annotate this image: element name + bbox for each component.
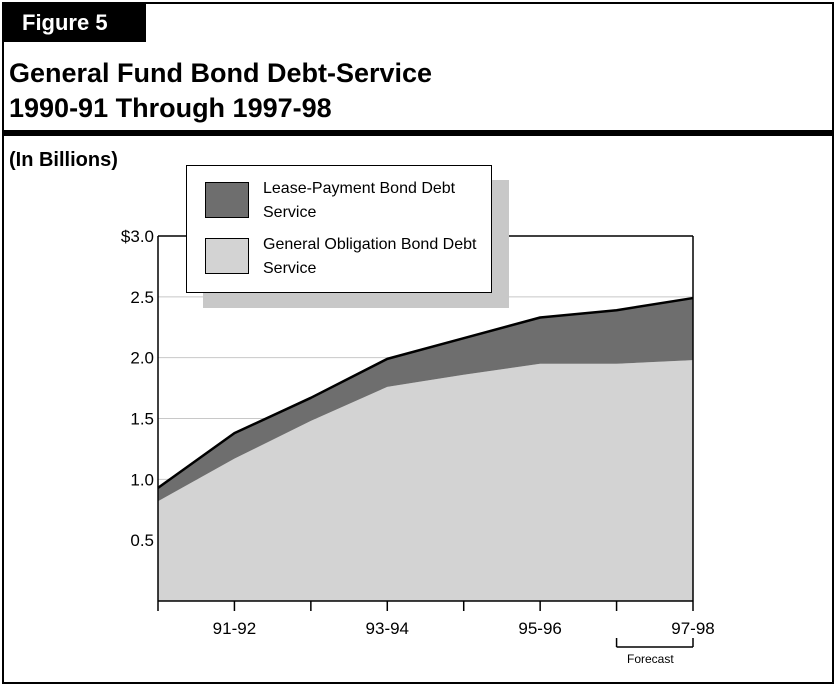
units-label: (In Billions)	[9, 149, 118, 171]
x-tick-label: 97-98	[671, 619, 714, 638]
y-tick-label: 1.0	[130, 470, 154, 489]
y-tick-label: 0.5	[130, 531, 154, 550]
forecast-label: Forecast	[627, 652, 674, 666]
y-tick-label: 2.5	[130, 288, 154, 307]
chart-title: General Fund Bond Debt-Service 1990-91 T…	[9, 56, 432, 126]
forecast-bracket	[615, 638, 694, 648]
area-series	[157, 296, 694, 601]
x-tick-label: 91-92	[213, 619, 256, 638]
chart-title-line-1: General Fund Bond Debt-Service	[9, 58, 433, 88]
y-tick-label: $3.0	[121, 227, 154, 246]
legend-label-general-obligation: General Obligation Bond Debt Service	[263, 236, 477, 277]
area-general-obligation	[158, 360, 693, 601]
area-lease-payment	[158, 298, 693, 502]
legend-swatch-lease-payment	[205, 182, 249, 218]
total-line	[157, 296, 694, 489]
x-tick-label: 93-94	[366, 619, 409, 638]
title-divider	[4, 130, 832, 136]
x-tick-label: 95-96	[518, 619, 561, 638]
legend-label-lease-payment: Lease-Payment Bond Debt Service	[263, 180, 456, 221]
chart-title-line-2: 1990-91 Through 1997-98	[9, 93, 332, 123]
tick-labels: $3.0 2.5 2.0 1.5 1.0 0.5 91-92 93-94 95-96 97-98	[121, 227, 715, 638]
legend: Lease-Payment Bond Debt Service General …	[186, 165, 492, 293]
figure-label: Figure 5	[4, 4, 146, 42]
legend-swatch-general-obligation	[205, 238, 249, 274]
y-tick-label: 2.0	[130, 349, 154, 368]
y-tick-label: 1.5	[130, 410, 154, 429]
